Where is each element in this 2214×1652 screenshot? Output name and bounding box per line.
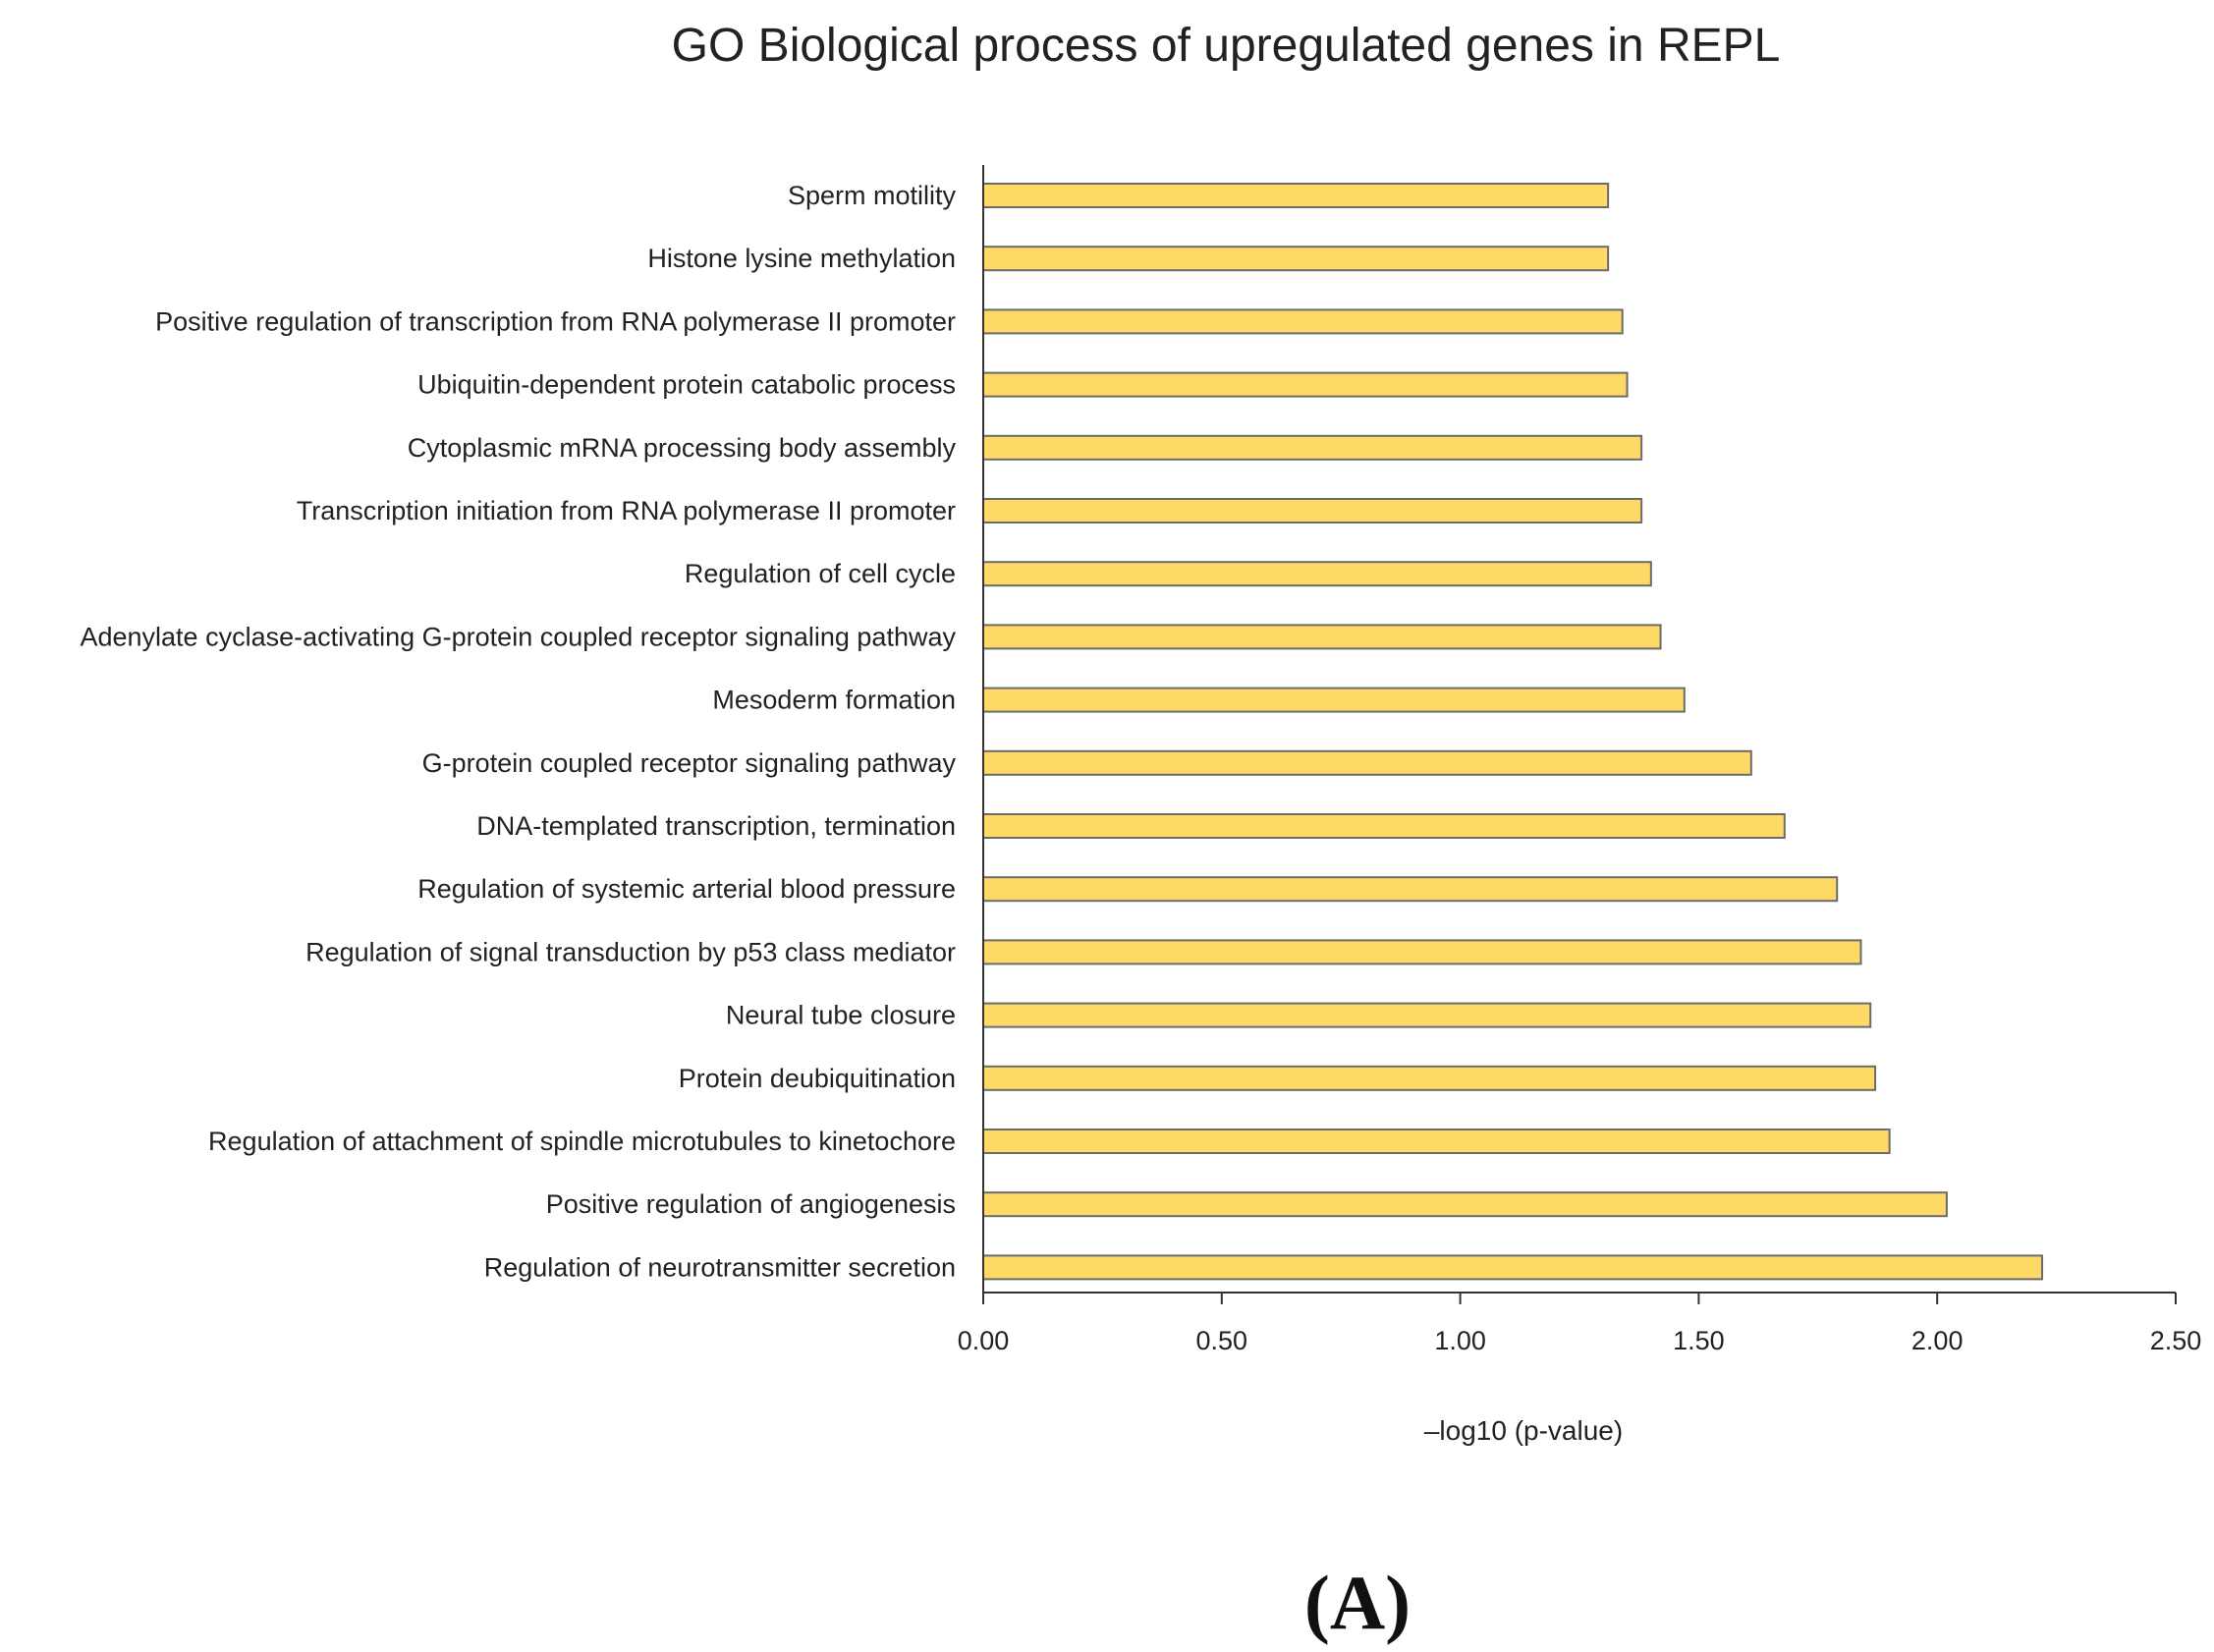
bar [982,1129,1891,1154]
category-label: G-protein coupled receptor signaling pat… [422,748,957,778]
category-label: Sperm motility [788,181,957,210]
category-label: Cytoplasmic mRNA processing body assembl… [408,433,957,463]
x-tick-label: 0.50 [1196,1326,1248,1355]
category-label: Ubiquitin-dependent protein catabolic pr… [417,370,956,400]
bar [982,246,1610,272]
bar [982,1254,2044,1281]
category-label: Regulation of attachment of spindle micr… [208,1127,956,1156]
bar [982,939,1862,965]
category-label: Neural tube closure [726,1001,956,1030]
category-label: Regulation of systemic arterial blood pr… [417,874,956,904]
bar [982,876,1839,903]
bar [982,498,1643,523]
bar [982,749,1752,776]
category-label: Adenylate cyclase-activating G-protein c… [80,622,956,651]
category-label: Positive regulation of angiogenesis [546,1189,956,1219]
bar [982,308,1624,335]
bar [982,813,1786,839]
category-labels: Sperm motility Histone lysine methylation… [80,181,956,1282]
bar [982,1065,1877,1091]
panel-label: (A) [1304,1560,1411,1645]
x-tick-label: 1.00 [1434,1326,1486,1355]
x-tick-label: 1.50 [1673,1326,1725,1355]
x-tick-label: 0.00 [958,1326,1010,1355]
x-tick-label: 2.50 [2150,1326,2202,1355]
category-label: Regulation of signal transduction by p53… [305,937,956,966]
bar [982,687,1686,713]
category-label: Positive regulation of transcription fro… [155,306,956,336]
bar [982,561,1652,587]
bar [982,371,1629,398]
category-label: Regulation of neurotransmitter secretion [484,1252,956,1282]
category-label: DNA-templated transcription, termination [476,811,956,841]
bar [982,624,1662,650]
x-axis-label: –log10 (p-value) [1424,1415,1623,1446]
category-label: Mesoderm formation [712,686,956,715]
category-label: Regulation of cell cycle [685,559,956,588]
bar [982,183,1610,208]
bar [982,434,1643,461]
category-label: Protein deubiquitination [679,1064,956,1093]
bar [982,1002,1872,1028]
category-label: Transcription initiation from RNA polyme… [297,496,956,525]
category-label: Histone lysine methylation [647,244,956,273]
bar [982,1191,1948,1218]
bars-group [982,183,2044,1281]
x-axis-ticks: 0.00 0.50 1.00 1.50 2.00 2.50 [958,1293,2202,1355]
x-tick-label: 2.00 [1911,1326,1964,1355]
chart-title: GO Biological process of upregulated gen… [672,20,1781,72]
